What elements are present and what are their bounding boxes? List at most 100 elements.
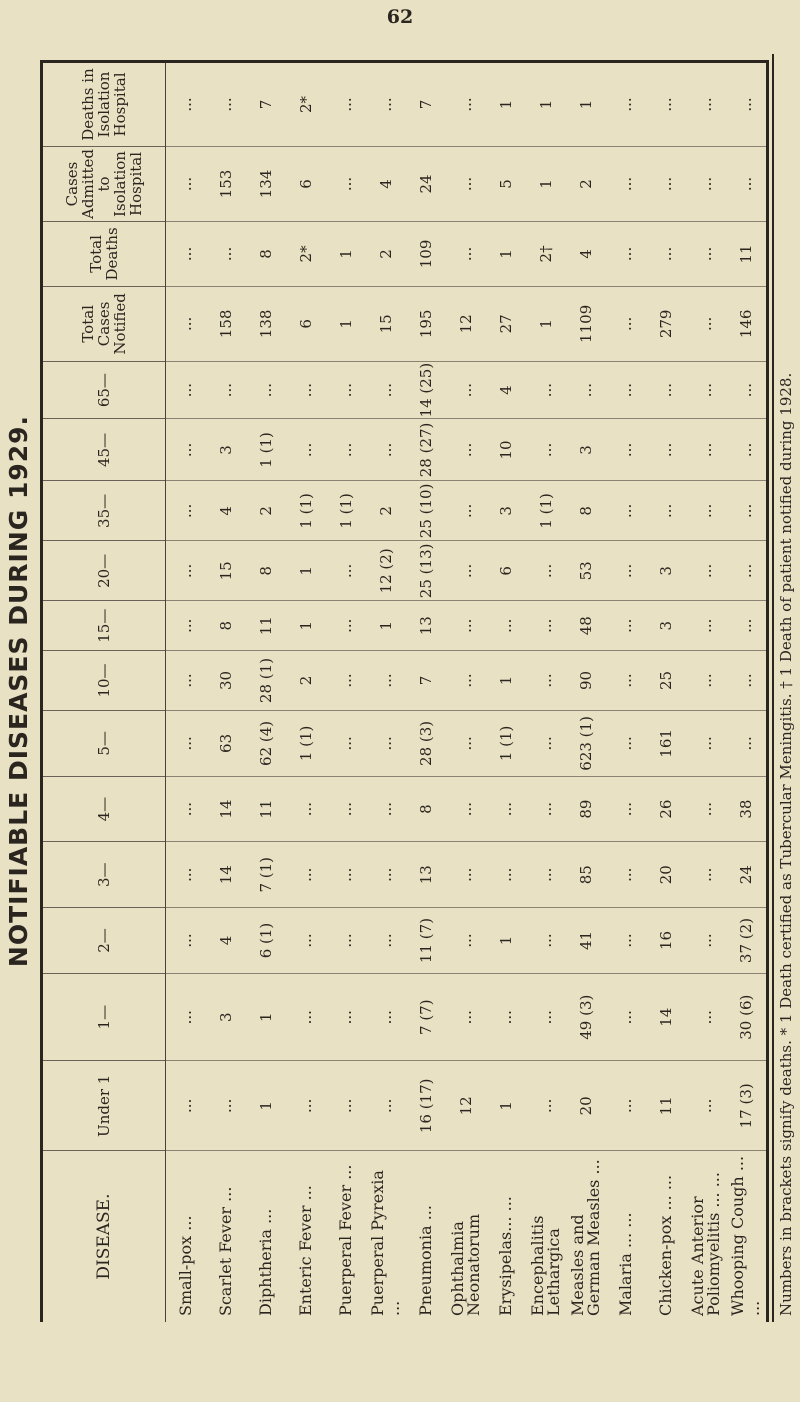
table-cell: 8 [246,540,286,601]
table-cell: 3 [646,540,686,601]
table-cell: ... [606,146,646,222]
table-cell: ... [165,286,206,362]
table-cell: ... [726,146,768,222]
table-cell: 3 [206,973,246,1061]
table-cell: ... [606,841,646,908]
table-cell: ... [165,973,206,1061]
table-row: Small-pox ..............................… [165,61,206,1323]
table-cell: ... [686,1060,726,1151]
table-cell: ... [726,418,768,481]
table-cell: ... [326,650,366,711]
table-cell: 3 [206,418,246,481]
column-header: Total Deaths [41,221,166,287]
table-cell: 138 [246,286,286,362]
table-cell: 10 [486,418,526,481]
table-row: Enteric Fever .................. 1 (1) 2 1 1… [286,61,326,1323]
page-title: NOTIFIABLE DISEASES DURING 1929. [4,414,33,968]
table-cell: 3 [486,480,526,541]
table-cell: 109 [406,221,446,287]
table-cell: 30 (6) [726,973,768,1061]
table-cell: ... [165,841,206,908]
table-cell: ... [326,776,366,842]
table-cell: ... [686,600,726,651]
table-cell: 6 (1) [246,907,286,974]
table-cell: ... [606,286,646,362]
table-cell: ... [526,540,566,601]
table-cell: 2 [366,221,406,287]
disease-name: Malaria ... ... [616,1212,635,1316]
table-cell: ... [686,418,726,481]
table-cell: ... [526,710,566,777]
table-row: Scarlet Fever ...... 3 4 14 14 63 30 8 15 4 3... 15… [206,61,246,1323]
table-cell: ... [526,418,566,481]
table-cell: 8 [406,776,446,842]
column-header: 1— [41,973,166,1061]
table-cell: 1 [526,146,566,222]
disease-name: Enteric Fever ... [296,1185,315,1316]
table-cell: ... [606,973,646,1061]
table-cell: 12 (2) [366,540,406,601]
table-cell: ... [165,418,206,481]
table-cell: ... [646,146,686,222]
table-cell: 17 (3) [726,1060,768,1151]
table-cell: 1 [286,540,326,601]
table-cell: ... [726,480,768,541]
table-cell: 38 [726,776,768,842]
table-cell: ... [726,710,768,777]
table-cell: ... [686,907,726,974]
table-cell: 6 [286,286,326,362]
column-header: 4— [41,776,166,842]
table-cell: 27 [486,286,526,362]
table-cell: ... [366,1060,406,1151]
column-header: 65— [41,361,166,419]
table-cell: ... [726,600,768,651]
rotated-page: NOTIFIABLE DISEASES DURING 1929. DISEASE… [0,54,800,1323]
table-cell: ... [686,776,726,842]
table-cell: ... [606,480,646,541]
disease-name: Whooping Cough ... ... [728,1155,763,1316]
column-header: 20— [41,540,166,601]
table-cell: 14 [206,841,246,908]
table-cell: 6 [286,146,326,222]
table-cell: 16 (17) [406,1060,446,1151]
table-cell: ... [366,650,406,711]
table-cell: ... [206,1060,246,1151]
table-cell: 24 [726,841,768,908]
table-cell: 14 [206,776,246,842]
table-cell: 2* [286,61,326,147]
table-cell: 2† [526,221,566,287]
table-cell: ... [446,841,486,908]
table-cell: ... [326,841,366,908]
table-cell: ... [726,61,768,147]
table-cell: 26 [646,776,686,842]
table-cell: ... [165,480,206,541]
table-row: Chicken-pox ... ... 11 14 16 20 26 161 25 3 3....… [646,61,686,1323]
column-header: 3— [41,841,166,908]
table-cell: ... [526,973,566,1061]
table-cell: 1 [246,1060,286,1151]
table-cell: 13 [406,600,446,651]
table-cell: ... [446,650,486,711]
table-cell: ... [366,841,406,908]
table-cell: ... [686,146,726,222]
table-cell: ... [165,61,206,147]
table-row: Whooping Cough ... ... 17 (3) 30 (6) 37 (2)… [726,61,768,1323]
table-cell: 62 (4) [246,710,286,777]
table-cell: ... [326,61,366,147]
disease-name: Diphtheria ... [256,1208,275,1316]
table-cell: ... [286,418,326,481]
table-cell: ... [526,1060,566,1151]
table-cell: 7 (7) [406,973,446,1061]
table-cell: ... [606,907,646,974]
table-cell: ... [206,361,246,419]
table-row: Puerperal Pyrexia ......................… [366,61,406,1323]
table-cell: 1 (1) [286,710,326,777]
table-cell: ... [165,540,206,601]
table-cell: 15 [366,286,406,362]
table-cell: 89 [566,776,606,842]
table-cell: 7 [406,650,446,711]
table-cell: ... [686,221,726,287]
table-cell: ... [646,361,686,419]
table-cell: 90 [566,650,606,711]
column-header: Under 1 [41,1060,166,1151]
